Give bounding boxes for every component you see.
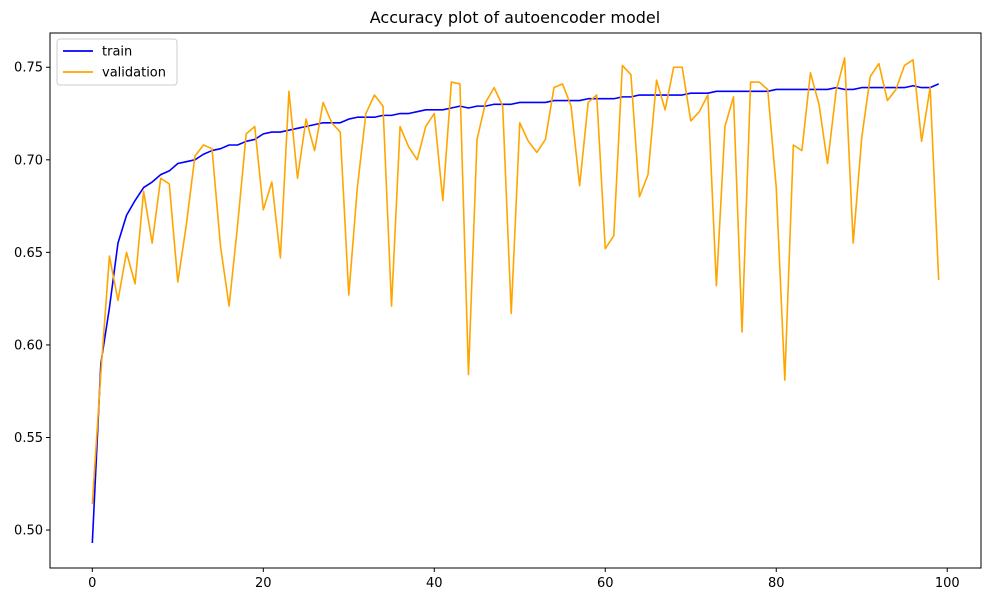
series-line-train xyxy=(91,83,939,544)
series-group xyxy=(91,57,940,544)
y-tick-label: 0.50 xyxy=(14,524,43,539)
y-tick-label: 0.75 xyxy=(14,61,43,76)
y-tick-label: 0.55 xyxy=(14,431,43,446)
legend: train validation xyxy=(56,38,178,86)
plot-frame xyxy=(49,32,982,569)
legend-label-train: train xyxy=(102,45,132,60)
plot-area xyxy=(49,32,982,569)
y-tick-label: 0.60 xyxy=(14,338,43,353)
x-tick-label: 40 xyxy=(426,576,443,591)
y-tick-label: 0.65 xyxy=(14,246,43,261)
x-tick-label: 20 xyxy=(255,576,272,591)
y-axis: 0.50 0.55 0.60 0.65 0.70 0.75 xyxy=(14,61,50,539)
x-tick-label: 60 xyxy=(597,576,614,591)
y-tick-label: 0.70 xyxy=(14,153,43,168)
legend-label-validation: validation xyxy=(102,66,166,81)
x-tick-label: 80 xyxy=(768,576,785,591)
chart-title: Accuracy plot of autoencoder model xyxy=(370,8,660,27)
x-axis: 0 20 40 60 80 100 xyxy=(88,568,960,591)
x-tick-label: 0 xyxy=(88,576,96,591)
x-tick-label: 100 xyxy=(935,576,960,591)
series-line-validation xyxy=(91,57,940,505)
